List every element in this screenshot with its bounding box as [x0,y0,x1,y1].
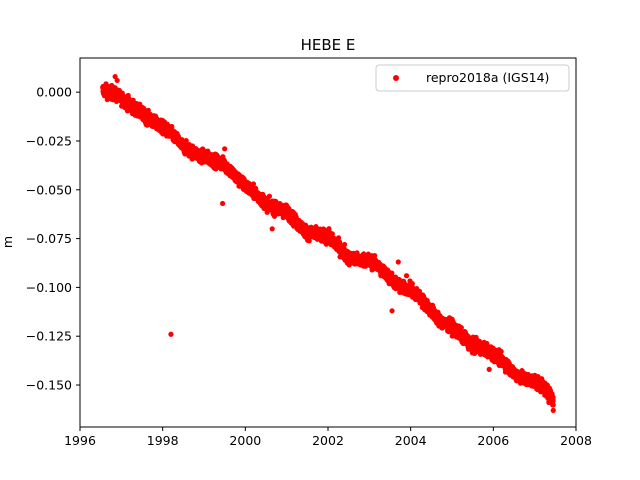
data-point [389,270,395,276]
y-tick-label: −0.025 [26,133,72,148]
outlier-point [403,273,410,279]
y-tick-label: 0.000 [36,85,72,100]
outlier-point [114,77,120,84]
x-tick-label: 1996 [64,433,96,448]
legend-box [375,64,570,92]
data-point [550,394,556,400]
outlier-point [168,331,174,337]
data-point [306,238,312,244]
outlier-point [222,146,228,152]
y-tick-label: −0.075 [26,231,72,246]
x-axis: 1996 1998 2000 2002 2004 2006 2008 [64,427,592,448]
x-tick-label: 2008 [560,433,592,448]
x-tick-label: 2004 [395,433,427,448]
data-point [145,107,151,113]
y-tick-label: −0.150 [26,378,72,393]
scatter-points [100,73,556,413]
y-tick-label: −0.050 [26,182,72,197]
data-point [183,138,189,144]
chart-title: HEBE E [301,36,356,54]
data-point [329,231,335,237]
data-point [550,402,556,408]
legend: repro2018a (IGS14) [375,64,570,92]
outlier-point [550,407,556,413]
data-point [409,281,415,287]
outlier-point [389,308,395,314]
x-tick-label: 2000 [229,433,261,448]
legend-label: repro2018a (IGS14) [426,70,549,85]
x-tick-label: 2002 [312,433,344,448]
data-point [372,253,378,259]
outlier-point [341,241,348,248]
data-point [335,235,342,241]
outlier-point [220,200,226,207]
y-axis: 0.000 −0.025 −0.050 −0.075 −0.100 −0.125 −0.15… [26,85,80,393]
y-tick-label: −0.100 [26,280,72,295]
outlier-point [486,366,492,372]
data-point [104,96,110,103]
outlier-point [269,226,275,232]
y-axis-label: m [0,236,15,248]
data-point [458,324,464,331]
x-tick-label: 2006 [477,433,509,448]
data-point [273,198,279,205]
outlier-point [395,259,401,265]
data-point [250,181,257,187]
data-point [266,193,273,199]
data-point [498,348,504,355]
x-tick-label: 1998 [147,433,179,448]
outlier-point [112,73,118,80]
y-tick-label: −0.125 [26,329,72,344]
legend-marker [393,75,399,81]
